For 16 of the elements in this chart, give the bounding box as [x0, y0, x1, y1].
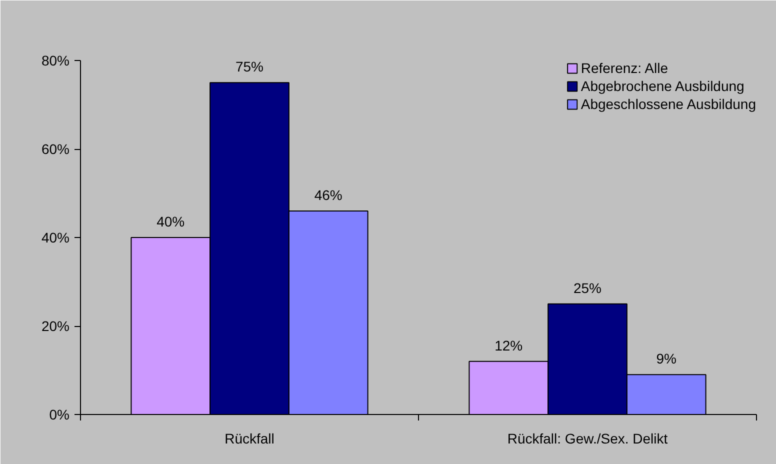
data-label: 75% [235, 58, 264, 75]
y-tick-label: 80% [41, 52, 70, 68]
data-label: 12% [494, 337, 523, 354]
y-tick-label: 60% [41, 141, 70, 157]
data-label: 40% [156, 214, 185, 230]
legend-label: Referenz: Alle [580, 60, 668, 76]
data-label: 46% [314, 186, 342, 203]
x-tick-label: Rückfall [224, 430, 274, 446]
legend-label: Abgeschlossene Ausbildung [580, 96, 756, 112]
y-tick-label: 0% [49, 406, 70, 422]
y-tick-label: 40% [41, 230, 70, 246]
data-label: 25% [573, 280, 602, 296]
y-tick-label: 20% [41, 318, 70, 334]
data-label: 9% [656, 350, 676, 367]
legend-label: Abgebrochene Ausbildung [580, 78, 744, 94]
x-tick-label: Rückfall: Gew./Sex. Delikt [507, 430, 668, 446]
